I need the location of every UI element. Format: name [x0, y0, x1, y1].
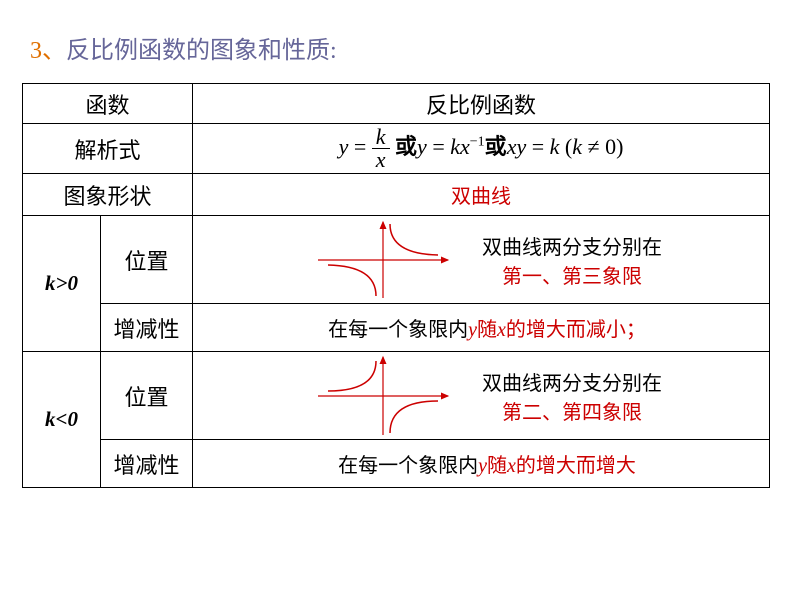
kneg-mono-post: 的增大而增大 [516, 455, 636, 477]
k-negative-label: k<0 [23, 352, 101, 488]
position-label-2: 位置 [101, 352, 193, 440]
kpos-position-desc: 双曲线两分支分别在 第一、第三象限 [482, 231, 662, 289]
neq: ≠ 0) [582, 134, 623, 159]
shape-label: 图象形状 [23, 174, 193, 216]
eq1: = [348, 134, 371, 159]
eq3: = [526, 134, 549, 159]
kpos-mono-cell: 在每一个象限内y随x的增大而减小； [193, 304, 770, 352]
title-sep: 、 [42, 38, 66, 64]
mono-label-1: 增减性 [101, 304, 193, 352]
frac-x: x [372, 149, 390, 171]
analytic-expr: y = kx 或y = kx−1或xy = k (k ≠ 0) [339, 134, 624, 159]
title-text: 反比例函数的图象和性质: [66, 38, 337, 64]
kneg-mono-x: x [507, 455, 516, 477]
analytic-cell: y = kx 或y = kx−1或xy = k (k ≠ 0) [193, 124, 770, 174]
mono-label-2: 增减性 [101, 440, 193, 488]
hyperbola-q1q3-icon [308, 218, 458, 302]
kneg-line2: 第二、第四象限 [502, 402, 642, 424]
fraction: kx [372, 126, 390, 171]
kpos-mono-pre: 在每一个象限内 [328, 319, 468, 341]
kneg-mono-pre: 在每一个象限内 [338, 455, 478, 477]
title-number: 3 [30, 38, 42, 64]
kneg-line1: 双曲线两分支分别在 [482, 373, 662, 395]
kpos-mono-post: 的增大而减小； [506, 319, 646, 341]
sup-neg1: −1 [470, 134, 485, 149]
page-title: 3、反比例函数的图象和性质: [0, 0, 794, 75]
properties-table: 函数 反比例函数 解析式 y = kx 或y = kx−1或xy = k (k … [22, 83, 770, 488]
shape-value: 双曲线 [193, 174, 770, 216]
kvar: k [572, 134, 582, 159]
var-y2: y [417, 134, 427, 159]
kneg-mono-cell: 在每一个象限内y随x的增大而增大 [193, 440, 770, 488]
kneg-mono-mid: 随 [487, 455, 507, 477]
kpos-line1: 双曲线两分支分别在 [482, 237, 662, 259]
kneg-position-desc: 双曲线两分支分别在 第二、第四象限 [482, 367, 662, 425]
k2: k [550, 134, 560, 159]
var-y: y [339, 134, 349, 159]
kpos-mono-x: x [497, 319, 506, 341]
frac-k: k [372, 126, 390, 149]
eq2: = [427, 134, 450, 159]
kpos-position-cell: 双曲线两分支分别在 第一、第三象限 [193, 216, 770, 304]
position-label-1: 位置 [101, 216, 193, 304]
paren-open: ( [559, 134, 572, 159]
xy: xy [507, 134, 527, 159]
k-positive-label: k>0 [23, 216, 101, 352]
kx: kx [450, 134, 470, 159]
hyperbola-q2q4-icon [308, 353, 458, 439]
analytic-label: 解析式 [23, 124, 193, 174]
kpos-mono-mid: 随 [477, 319, 497, 341]
kneg-position-cell: 双曲线两分支分别在 第二、第四象限 [193, 352, 770, 440]
kneg-mono-y: y [478, 455, 487, 477]
kpos-mono-y: y [468, 319, 477, 341]
or2: 或 [485, 134, 507, 159]
header-col1: 函数 [23, 84, 193, 124]
or1: 或 [395, 134, 417, 159]
kpos-line2: 第一、第三象限 [502, 266, 642, 288]
header-col2: 反比例函数 [193, 84, 770, 124]
